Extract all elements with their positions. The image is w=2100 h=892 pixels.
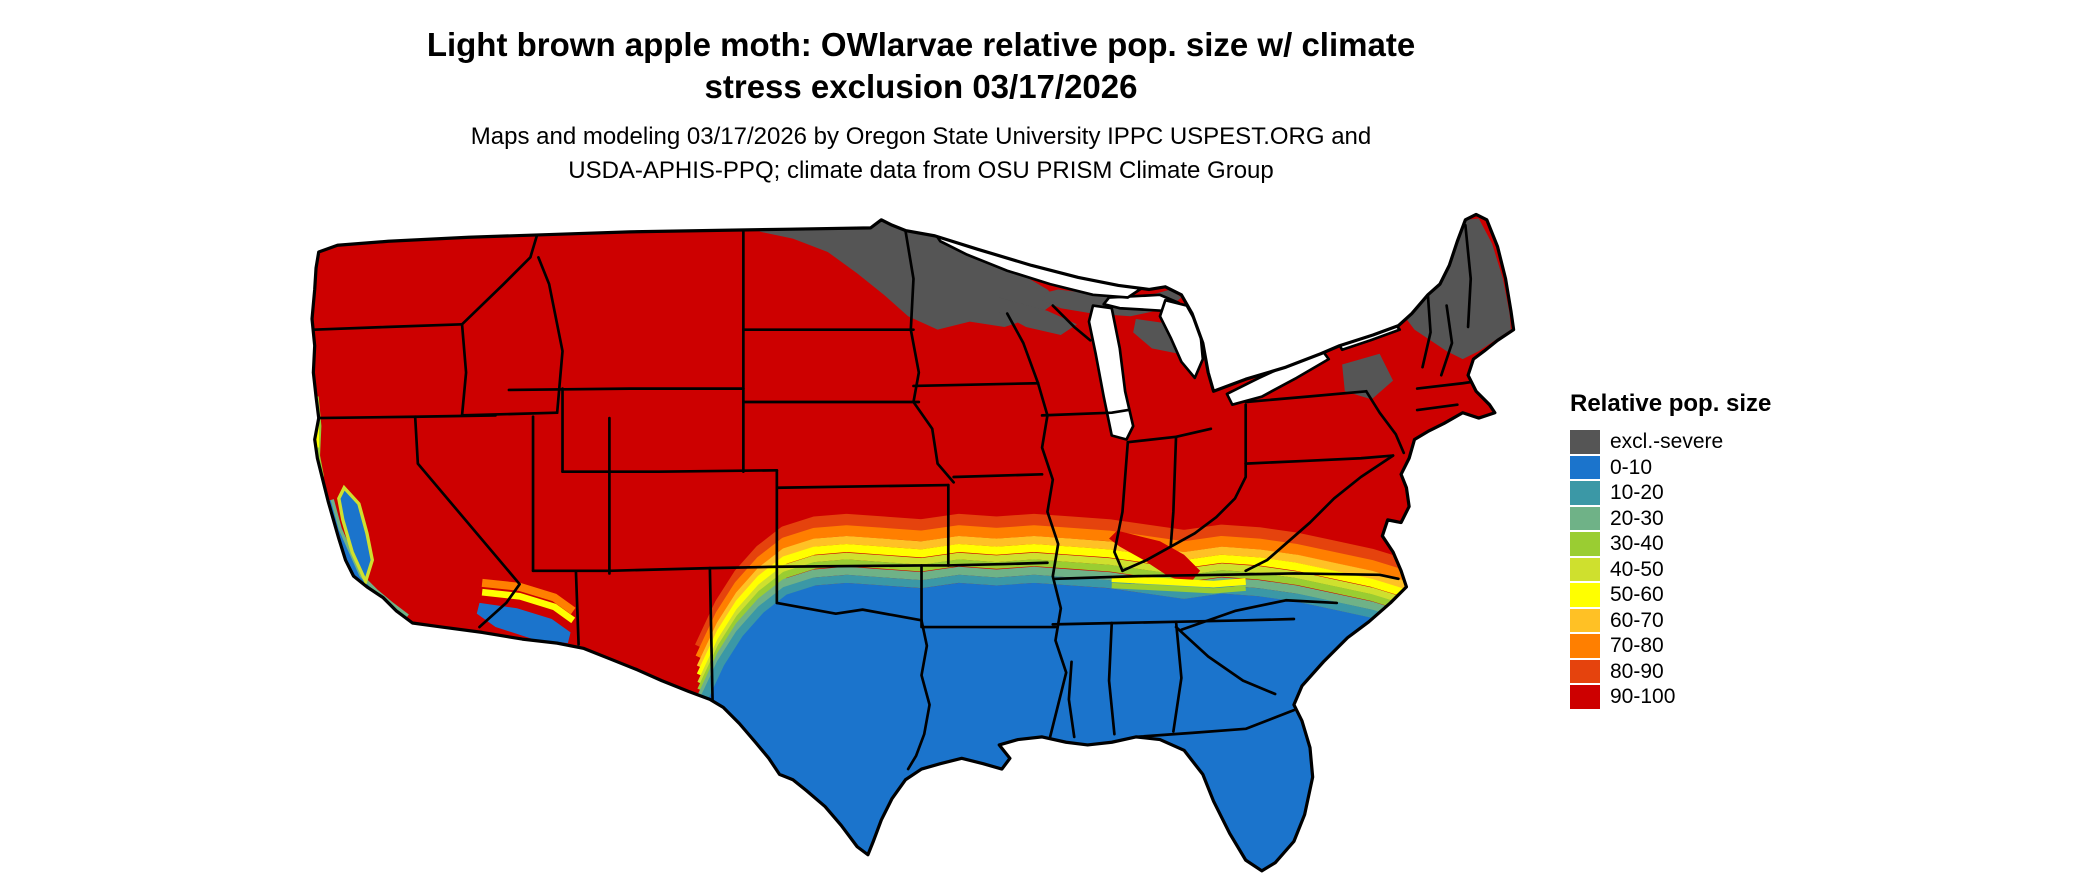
subtitle-line-1: Maps and modeling 03/17/2026 by Oregon S… bbox=[470, 123, 1372, 150]
legend-label: 50-60 bbox=[1610, 583, 1664, 606]
legend-swatch bbox=[1570, 608, 1600, 632]
legend-item: 80-90 bbox=[1570, 659, 1771, 683]
legend-title: Relative pop. size bbox=[1570, 390, 1772, 417]
legend-item: 30-40 bbox=[1570, 532, 1771, 556]
legend-item: 0-10 bbox=[1570, 455, 1771, 479]
legend-label: 70-80 bbox=[1610, 634, 1664, 657]
legend-item: 10-20 bbox=[1570, 481, 1771, 505]
map-raster-layers bbox=[312, 214, 1514, 871]
legend-swatch bbox=[1570, 659, 1600, 683]
map-title: Light brown apple moth: OWlarvae relativ… bbox=[0, 24, 1842, 108]
legend-label: excl.-severe bbox=[1610, 430, 1724, 453]
legend-item: 90-100 bbox=[1570, 685, 1771, 709]
legend-label: 80-90 bbox=[1610, 659, 1664, 683]
legend-item: 50-60 bbox=[1570, 583, 1771, 607]
legend-swatch bbox=[1570, 532, 1600, 556]
legend-swatch bbox=[1570, 583, 1600, 607]
legend-label: 20-30 bbox=[1610, 506, 1664, 530]
us-outline bbox=[310, 212, 1516, 873]
map-subtitle: Maps and modeling 03/17/2026 by Oregon S… bbox=[0, 120, 1842, 188]
legend-swatch bbox=[1570, 481, 1600, 505]
legend-label: 90-100 bbox=[1610, 685, 1676, 708]
legend-swatch bbox=[1570, 634, 1600, 658]
subtitle-line-2: USDA-APHIS-PPQ; climate data from OSU PR… bbox=[568, 157, 1274, 184]
legend-item: 20-30 bbox=[1570, 506, 1771, 530]
legend-label: 40-50 bbox=[1610, 557, 1664, 581]
legend-label: 0-10 bbox=[1610, 455, 1653, 479]
legend-swatch bbox=[1570, 557, 1600, 581]
legend-label: 30-40 bbox=[1610, 532, 1664, 555]
legend-item: excl.-severe bbox=[1570, 430, 1771, 454]
us-map bbox=[310, 212, 1516, 873]
legend-item: 70-80 bbox=[1570, 634, 1771, 658]
legend-items: excl.-severe 0-10 10-20 20-30 30-40 40-50 50-6… bbox=[1570, 430, 1771, 709]
legend-label: 60-70 bbox=[1610, 608, 1664, 632]
legend: Relative pop. size excl.-severe 0-10 10-20… bbox=[1570, 390, 1771, 711]
legend-swatch bbox=[1570, 430, 1600, 454]
legend-swatch bbox=[1570, 455, 1600, 479]
title-line-1: Light brown apple moth: OWlarvae relativ… bbox=[426, 26, 1416, 63]
legend-swatch bbox=[1570, 685, 1600, 709]
legend-item: 60-70 bbox=[1570, 608, 1771, 632]
title-line-2: stress exclusion 03/17/2026 bbox=[704, 68, 1138, 105]
legend-label: 10-20 bbox=[1610, 481, 1664, 504]
state-borders bbox=[312, 223, 1483, 771]
legend-swatch bbox=[1570, 506, 1600, 530]
legend-item: 40-50 bbox=[1570, 557, 1771, 581]
